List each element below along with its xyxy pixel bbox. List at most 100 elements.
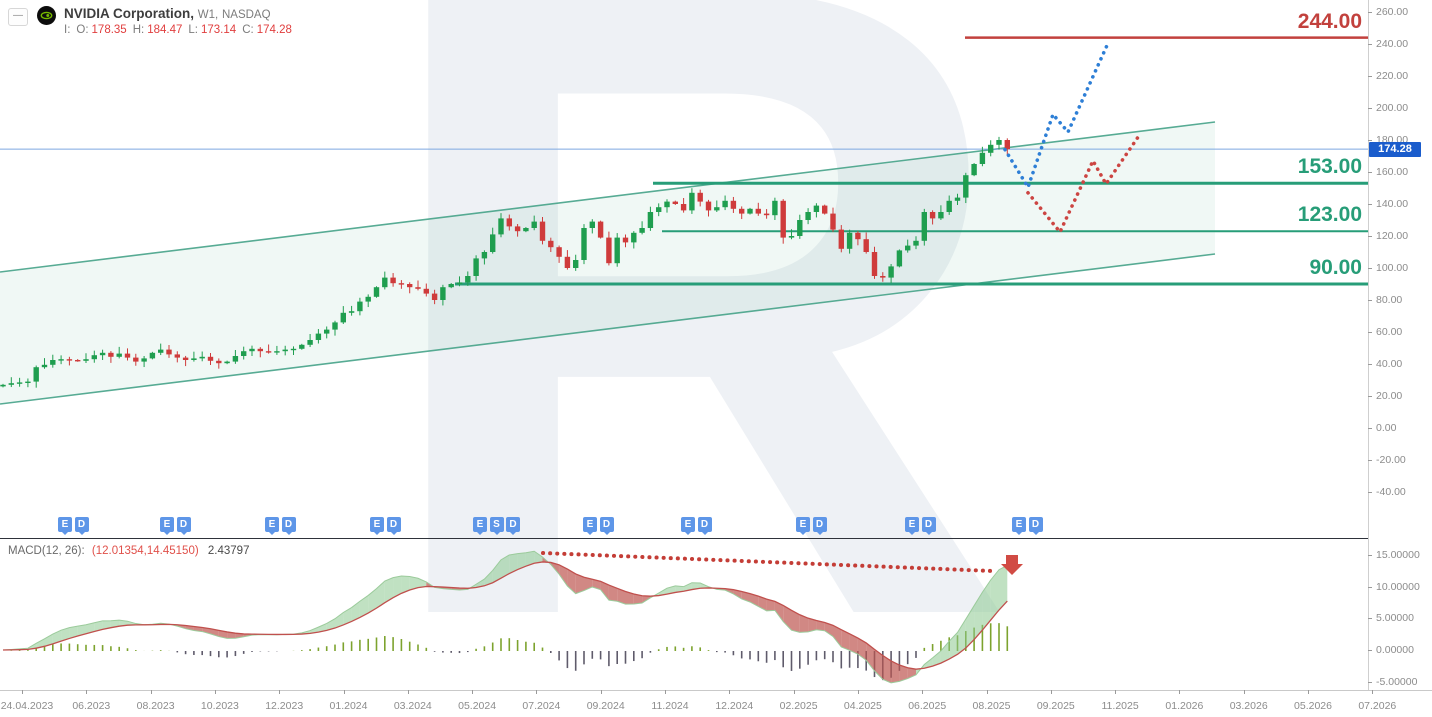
macd-ribbon (857, 638, 867, 661)
time-axis-label: 01.2024 (329, 700, 368, 712)
macd-axis-tick (1368, 555, 1372, 557)
candle-body (573, 260, 579, 268)
macd-ribbon (899, 665, 908, 682)
price-axis-label: 20.00 (1376, 390, 1403, 402)
event-badge-e[interactable]: E (905, 517, 919, 535)
candle-body (8, 383, 14, 385)
candle-body (938, 212, 944, 219)
price-axis-tick (1368, 76, 1372, 77)
macd-axis-label: 5.00000 (1376, 612, 1414, 625)
event-badge-d[interactable]: D (812, 517, 827, 535)
symbol-title[interactable]: NVIDIA Corporation, W1, NASDAQ (64, 6, 292, 21)
time-axis-tick (343, 690, 345, 694)
price-axis-label: 240.00 (1376, 38, 1409, 50)
candle-body (490, 234, 496, 252)
time-axis-separator (0, 690, 1432, 691)
price-axis-label: 80.00 (1376, 294, 1403, 306)
macd-ribbon (484, 570, 493, 586)
candle-body (905, 245, 911, 251)
macd-ribbon (783, 605, 792, 631)
event-badge-e[interactable]: E (796, 517, 810, 535)
event-badge-s[interactable]: S (489, 517, 504, 535)
broker-watermark: R (368, 0, 1018, 717)
event-badge-e[interactable]: E (583, 517, 597, 535)
event-badge-e[interactable]: E (473, 517, 487, 535)
macd-ribbon (874, 649, 883, 680)
macd-ribbon (343, 607, 352, 625)
time-axis-tick (1179, 690, 1181, 694)
candle-body (888, 266, 894, 278)
event-badge-e[interactable]: E (160, 517, 174, 535)
candle-body (581, 228, 587, 260)
candle-body (846, 232, 853, 249)
candle-body (241, 351, 247, 356)
event-badge-d[interactable]: D (921, 517, 936, 535)
candle-body (0, 384, 6, 387)
macd-ribbon (501, 554, 510, 579)
bearish-scenario-projection (1026, 131, 1143, 236)
candle-body (207, 356, 214, 361)
macd-histogram-value: 2.43797 (207, 545, 250, 557)
candle-body (431, 293, 438, 300)
candle-body (440, 287, 446, 300)
candle-body (921, 212, 927, 241)
chart-canvas[interactable] (0, 0, 1368, 690)
macd-ribbon (393, 576, 402, 598)
pane-separator[interactable] (0, 538, 1368, 539)
event-badge-d[interactable]: D (74, 517, 89, 535)
candle-body (50, 360, 56, 365)
candle-body (382, 277, 388, 288)
time-axis-tick (1372, 690, 1374, 694)
event-badge-d[interactable]: D (599, 517, 614, 535)
macd-ribbon (658, 588, 667, 596)
macd-ribbon (110, 620, 120, 628)
time-axis-tick (857, 690, 859, 694)
macd-axis-tick (1368, 681, 1372, 683)
candle-body (456, 282, 463, 284)
macd-axis-label: 15.00000 (1376, 549, 1420, 562)
event-badge-d[interactable]: D (281, 517, 296, 535)
event-badge-e[interactable]: E (265, 517, 279, 535)
macd-ribbon (218, 630, 228, 639)
candle-body (622, 237, 629, 243)
macd-ribbon (401, 576, 410, 594)
candle-body (705, 201, 712, 211)
event-badge-e[interactable]: E (370, 517, 384, 535)
event-badge-e[interactable]: E (681, 517, 695, 535)
time-axis-label: 10.2023 (200, 700, 239, 712)
time-axis-label: 11.2024 (651, 700, 689, 712)
candle-body (589, 221, 595, 228)
candle-body (174, 354, 180, 358)
candle-body (83, 359, 89, 361)
candle-body (182, 357, 189, 360)
event-badge-d[interactable]: D (697, 517, 712, 535)
macd-ribbon (733, 589, 742, 599)
candle-body (407, 284, 413, 288)
candle-body (249, 348, 255, 352)
event-badge-e[interactable]: E (58, 517, 72, 535)
candle-body (481, 252, 488, 259)
macd-legend[interactable]: MACD(12, 26): (12.01354,14.45150) 2.4379… (8, 545, 249, 557)
candle-body (232, 356, 239, 362)
collapse-button[interactable]: — (8, 8, 28, 26)
macd-ribbon (957, 619, 966, 655)
event-badge-d[interactable]: D (176, 517, 191, 535)
candle-body (390, 277, 396, 284)
macd-ribbon (608, 585, 618, 602)
price-axis-label: 100.00 (1376, 262, 1409, 274)
candle-body (606, 237, 612, 264)
candle-body (149, 352, 156, 359)
macd-ribbon (509, 553, 518, 574)
candle-body (99, 352, 106, 356)
macd-ribbon (891, 660, 900, 683)
candle-body (465, 276, 471, 283)
macd-ribbon (44, 634, 53, 647)
event-badge-d[interactable]: D (386, 517, 401, 535)
candle-body (91, 355, 97, 360)
event-badge-d[interactable]: D (1028, 517, 1043, 535)
macd-axis-tick (1368, 650, 1372, 651)
event-badge-d[interactable]: D (506, 517, 520, 535)
event-badge-e[interactable]: E (1012, 517, 1026, 535)
candle-body (282, 349, 288, 352)
